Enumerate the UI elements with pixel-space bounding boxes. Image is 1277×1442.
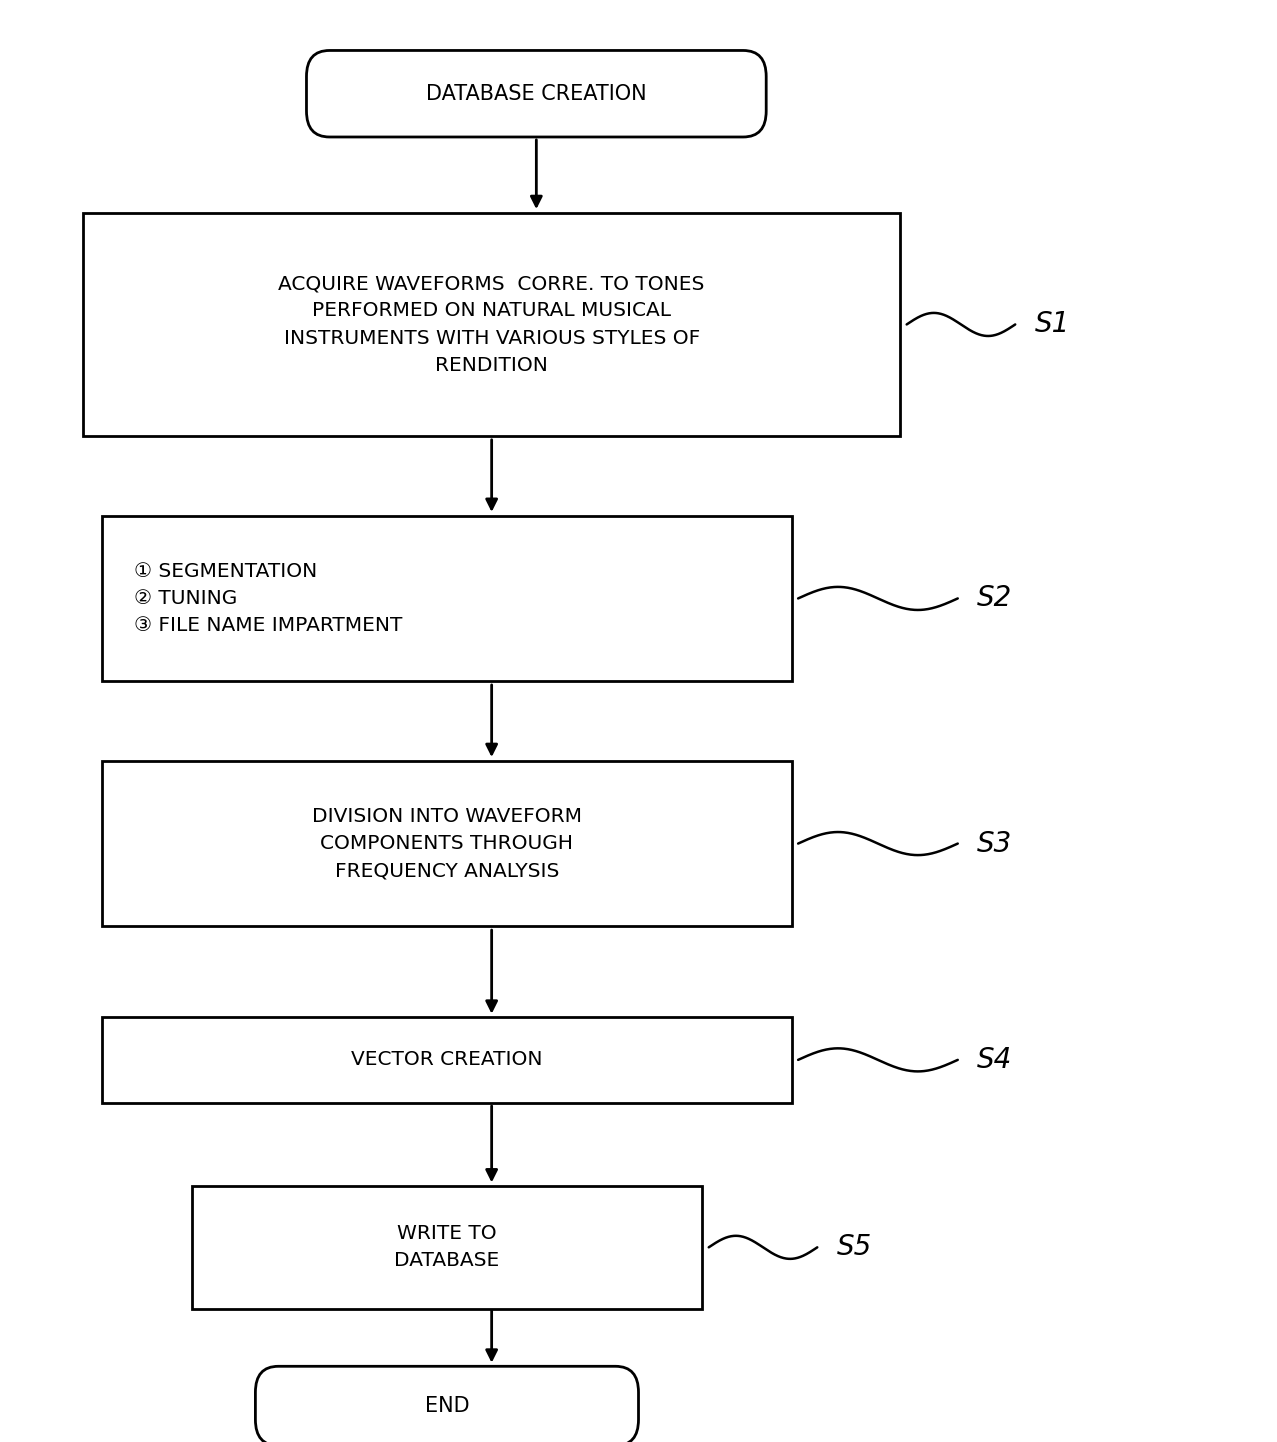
- FancyBboxPatch shape: [306, 50, 766, 137]
- Bar: [102, 761, 792, 927]
- Bar: [102, 1017, 792, 1103]
- Text: S5: S5: [836, 1233, 872, 1262]
- Text: DIVISION INTO WAVEFORM
COMPONENTS THROUGH
FREQUENCY ANALYSIS: DIVISION INTO WAVEFORM COMPONENTS THROUG…: [312, 808, 582, 880]
- FancyBboxPatch shape: [255, 1367, 638, 1442]
- Text: S1: S1: [1034, 310, 1070, 339]
- Text: DATABASE CREATION: DATABASE CREATION: [427, 84, 646, 104]
- Text: ACQUIRE WAVEFORMS  CORRE. TO TONES
PERFORMED ON NATURAL MUSICAL
INSTRUMENTS WITH: ACQUIRE WAVEFORMS CORRE. TO TONES PERFOR…: [278, 274, 705, 375]
- Text: S4: S4: [977, 1045, 1013, 1074]
- Text: WRITE TO
DATABASE: WRITE TO DATABASE: [395, 1224, 499, 1270]
- Text: S2: S2: [977, 584, 1013, 613]
- Text: VECTOR CREATION: VECTOR CREATION: [351, 1050, 543, 1070]
- Bar: [83, 212, 900, 435]
- Text: ① SEGMENTATION
② TUNING
③ FILE NAME IMPARTMENT: ① SEGMENTATION ② TUNING ③ FILE NAME IMPA…: [134, 562, 402, 634]
- Text: S3: S3: [977, 829, 1013, 858]
- Bar: [102, 516, 792, 682]
- Text: END: END: [425, 1396, 469, 1416]
- Bar: [192, 1185, 702, 1309]
